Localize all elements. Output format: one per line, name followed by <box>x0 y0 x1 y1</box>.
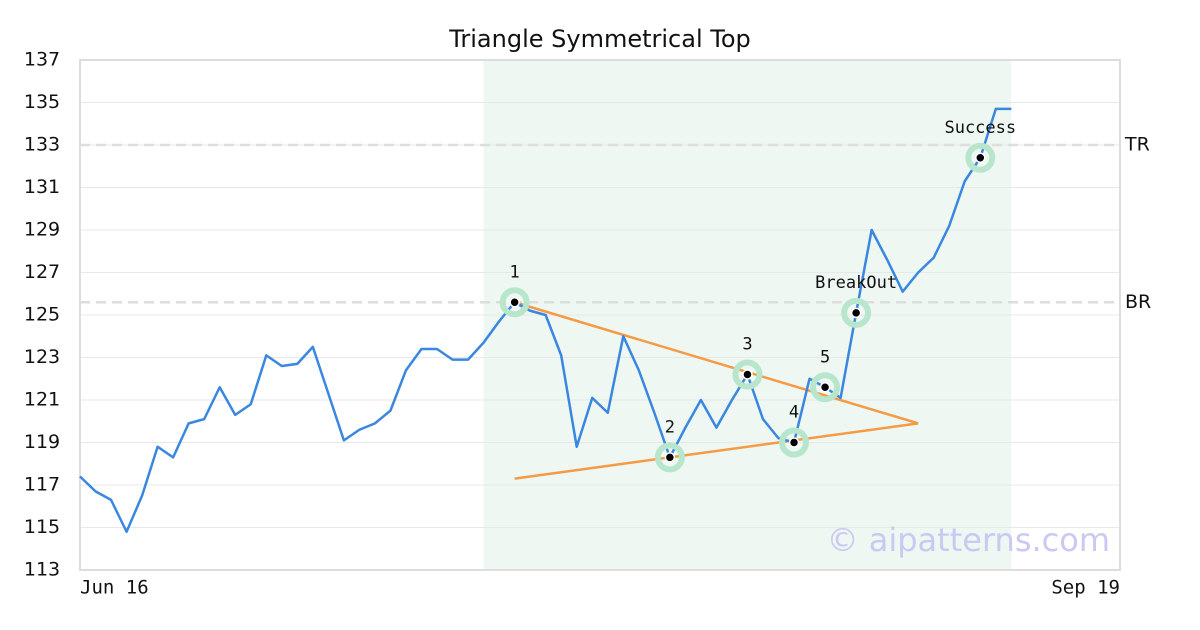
y-tick-label: 137 <box>24 49 60 71</box>
y-tick-label: 129 <box>24 219 60 241</box>
pivot-ring <box>654 442 685 473</box>
y-tick-label: 113 <box>24 559 60 581</box>
pivot-label: 5 <box>820 347 830 367</box>
pivot-label: 2 <box>665 417 675 437</box>
pivot-dot <box>975 152 986 163</box>
pivot-ring <box>732 359 763 390</box>
y-tick-label: 133 <box>24 134 60 156</box>
y-tick-label: 123 <box>24 346 60 368</box>
level-label: TR <box>1124 134 1150 156</box>
watermark: © aipatterns.com <box>827 521 1110 559</box>
y-tick-label: 125 <box>24 304 60 326</box>
y-tick-label: 127 <box>24 261 60 283</box>
pivot-ring <box>841 297 872 328</box>
pivot-label: 3 <box>742 335 752 355</box>
pivot-dot <box>788 437 800 448</box>
pivot-label: 1 <box>510 262 520 282</box>
pivot-ring <box>810 372 841 403</box>
plot-frame <box>79 59 1121 571</box>
x-tick-label: Jun 16 <box>80 577 149 599</box>
pivot-dot <box>819 382 831 393</box>
pivot-dot <box>664 452 676 463</box>
pivot-ring <box>965 142 996 173</box>
trendline <box>514 301 919 425</box>
pivot-ring <box>499 287 530 318</box>
trendline <box>514 422 919 480</box>
level-label: BR <box>1125 291 1151 313</box>
y-tick-label: 115 <box>24 516 60 538</box>
pivot-label: BreakOut <box>815 273 897 293</box>
pivot-dot <box>742 369 753 380</box>
y-tick-label: 119 <box>24 431 60 453</box>
pivot-label: 4 <box>789 403 799 423</box>
pivot-label: Success <box>944 118 1016 138</box>
pivot-ring <box>779 427 810 458</box>
y-tick-label: 135 <box>24 91 60 113</box>
pivot-dot <box>509 297 520 308</box>
y-tick-label: 117 <box>24 474 60 496</box>
y-tick-label: 121 <box>24 389 60 411</box>
pivot-dot <box>850 307 862 319</box>
chart-title: Triangle Symmetrical Top <box>448 25 751 53</box>
x-tick-label: Sep 19 <box>1051 577 1120 599</box>
y-tick-label: 131 <box>24 176 60 198</box>
